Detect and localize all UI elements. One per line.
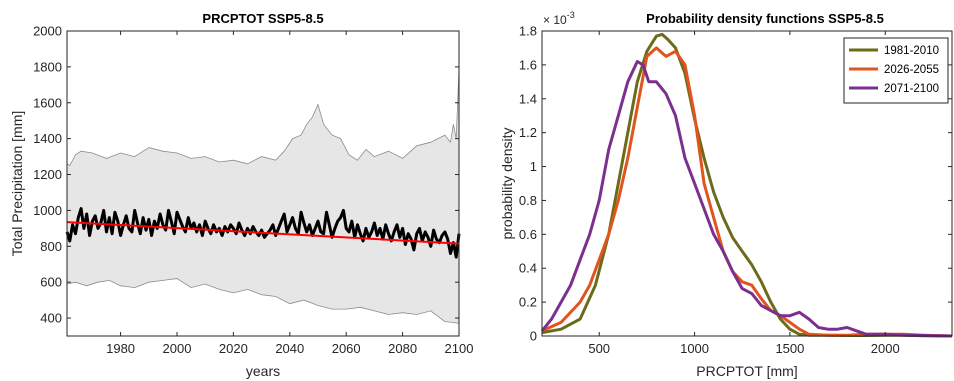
y-tick-label: 0 — [530, 329, 537, 344]
right-chart: 500 1000 1500 2000 0 0.2 0.4 0.6 0.8 1 1.2 1.4 1.6 1… — [499, 10, 953, 379]
x-tick-label: 2080 — [388, 341, 417, 356]
x-tick-label: 2100 — [445, 341, 474, 356]
right-chart-title: Probability density functions SSP5-8.5 — [646, 11, 884, 26]
y-tick-label: 0.2 — [519, 295, 537, 310]
y-tick-label: 1200 — [33, 167, 62, 182]
y-tick-label: 1.4 — [519, 91, 537, 106]
left-range-band — [66, 68, 460, 324]
y-tick-label: 1.8 — [519, 24, 537, 39]
legend-label: 2071-2100 — [884, 83, 939, 95]
x-tick-label: 2060 — [332, 341, 361, 356]
y-tick-label: 1800 — [33, 59, 62, 74]
right-x-axis-label: PRCPTOT [mm] — [696, 363, 797, 379]
legend-label: 1981-2010 — [884, 45, 939, 57]
y-tick-label: 1.6 — [519, 57, 537, 72]
x-tick-label: 1500 — [775, 341, 804, 356]
right-x-ticks: 500 1000 1500 2000 — [588, 31, 900, 356]
y-tick-label: 600 — [40, 275, 62, 290]
right-y-axis-label: probability density — [499, 127, 515, 239]
left-x-ticks: 1980 2000 2020 2040 2060 2080 2100 — [106, 31, 473, 356]
y-tick-label: 1000 — [33, 203, 62, 218]
y-tick-label: 1.2 — [519, 125, 537, 140]
pdf-line-2071-2100 — [540, 60, 953, 338]
y-tick-label: 1 — [530, 159, 537, 174]
y-tick-label: 400 — [40, 311, 62, 326]
right-lines — [540, 32, 953, 338]
left-y-ticks: 400 600 800 1000 1200 1400 1600 1800 2000 — [33, 24, 459, 326]
y-tick-label: 0.4 — [519, 261, 537, 276]
right-y-exponent-power: -3 — [567, 10, 575, 20]
x-tick-label: 1000 — [680, 341, 709, 356]
y-tick-label: 1600 — [33, 95, 62, 110]
x-tick-label: 2000 — [163, 341, 192, 356]
y-tick-label: 0.6 — [519, 227, 537, 242]
right-axes-frame — [541, 30, 953, 337]
x-tick-label: 1980 — [106, 341, 135, 356]
left-x-axis-label: years — [246, 363, 280, 379]
y-tick-label: 0.8 — [519, 193, 537, 208]
pdf-line-2026-2055 — [541, 46, 953, 338]
right-y-exponent-base: × 10 — [543, 13, 567, 27]
legend: 1981-2010 2026-2055 2071-2100 — [843, 37, 949, 104]
trend-line — [66, 221, 460, 245]
range-band-lower-edge — [66, 278, 460, 324]
right-y-exponent: × 10-3 — [543, 10, 575, 27]
legend-label: 2026-2055 — [884, 64, 939, 76]
left-y-axis-label: Total Precipitation [mm] — [9, 111, 25, 257]
range-band-upper-edge — [66, 68, 460, 167]
y-tick-label: 800 — [40, 239, 62, 254]
right-y-ticks: 0 0.2 0.4 0.6 0.8 1 1.2 1.4 1.6 1.8 — [519, 24, 952, 344]
left-axes-frame — [66, 30, 460, 337]
x-tick-label: 2020 — [219, 341, 248, 356]
y-tick-label: 2000 — [33, 24, 62, 39]
left-chart: 1980 2000 2020 2040 2060 2080 2100 400 600 800 10… — [9, 11, 473, 379]
x-tick-label: 2000 — [871, 341, 900, 356]
y-tick-label: 1400 — [33, 131, 62, 146]
x-tick-label: 500 — [588, 341, 610, 356]
x-tick-label: 2040 — [275, 341, 304, 356]
left-chart-title: PRCPTOT SSP5-8.5 — [202, 11, 323, 26]
left-lines — [65, 207, 461, 259]
range-band-fill — [67, 68, 459, 324]
